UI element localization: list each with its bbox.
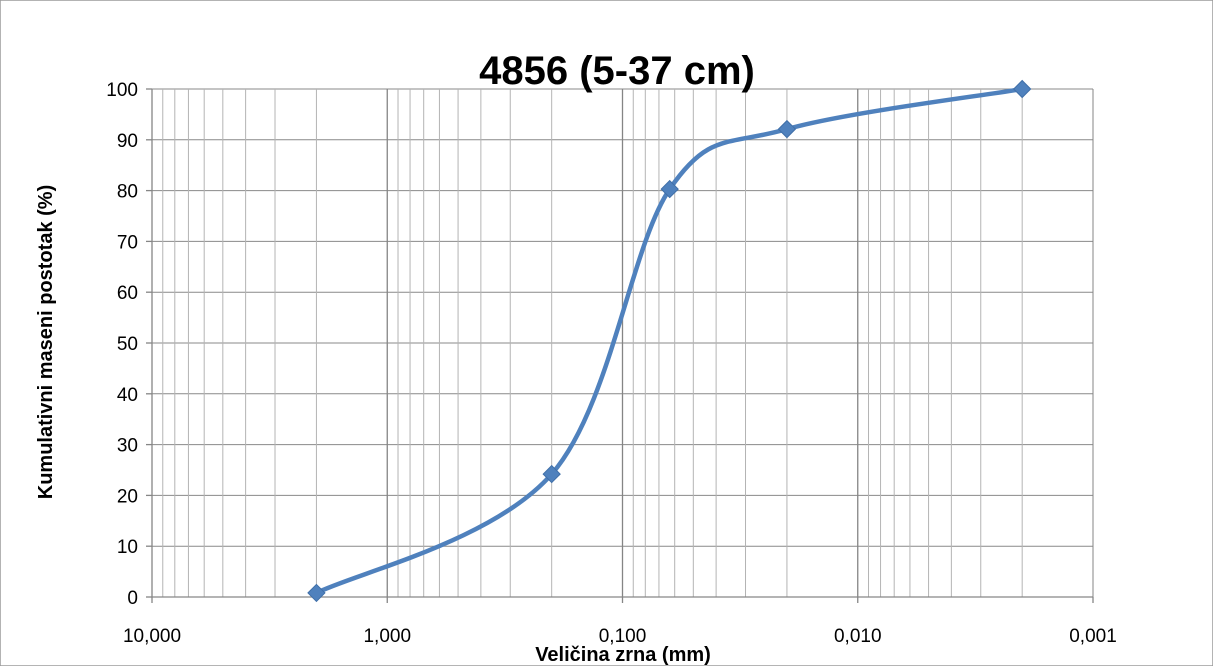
- y-tick-label: 50: [117, 334, 138, 355]
- y-tick-label: 70: [117, 232, 138, 253]
- series-line: [314, 86, 1025, 596]
- y-tick-label: 0: [127, 588, 138, 609]
- data-point-marker: [777, 119, 797, 139]
- series: [307, 79, 1032, 603]
- x-tick-label: 0,010: [834, 626, 882, 647]
- data-point-marker: [542, 464, 561, 484]
- data-point-marker: [660, 179, 679, 199]
- data-point-marker: [1012, 79, 1032, 99]
- data-point-marker: [307, 583, 326, 603]
- y-tick-label: 40: [117, 385, 138, 406]
- y-tick-label: 10: [117, 537, 138, 558]
- x-axis-label: Veličina zrna (mm): [535, 644, 711, 666]
- y-axis-ticks: 0 10 20 30 40 50 60 70 80 90 100: [106, 80, 152, 609]
- grid: [152, 88, 1094, 597]
- y-tick-label: 90: [117, 131, 138, 152]
- y-tick-label: 20: [117, 486, 138, 507]
- x-tick-label: 0,001: [1069, 626, 1117, 647]
- y-tick-label: 100: [106, 80, 138, 101]
- x-tick-label: 1,000: [363, 626, 411, 647]
- y-tick-label: 80: [117, 182, 138, 203]
- y-tick-label: 60: [117, 283, 138, 304]
- x-tick-label: 0,100: [599, 626, 647, 647]
- x-tick-label: 10,000: [123, 626, 181, 647]
- y-axis-label: Kumulativni maseni postotak (%): [35, 185, 57, 500]
- x-axis-ticks: 10,000 1,000 0,100 0,010 0,001: [123, 597, 1117, 647]
- chart-title: 4856 (5-37 cm): [479, 49, 755, 93]
- y-tick-label: 30: [117, 436, 138, 457]
